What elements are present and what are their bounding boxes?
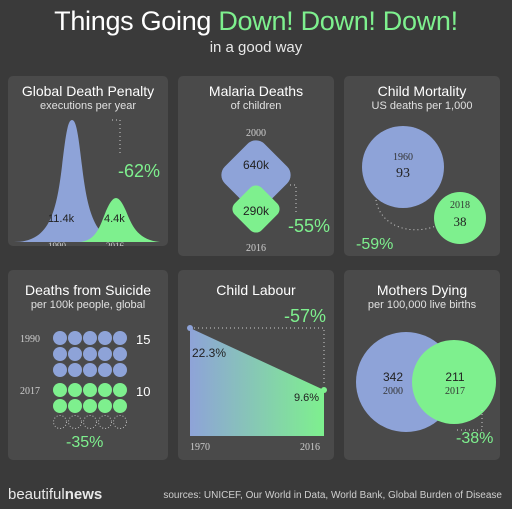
- child-mortality-value-2: 38: [453, 214, 467, 229]
- malaria-diamonds: [221, 140, 297, 233]
- child-labour-value-2: 9.6%: [294, 392, 320, 404]
- suicide-year-2: 2017: [20, 386, 40, 397]
- page-subtitle: in a good way: [209, 39, 303, 56]
- malaria-value-1: 640k: [242, 158, 270, 172]
- panel-title: Child Mortality: [377, 83, 467, 99]
- panel-child-labour: Child Labour -57% 22.3% 9.6% 1970 2016: [178, 270, 334, 460]
- malaria-value-2: 290k: [242, 204, 270, 218]
- brand-logo: beautifulnews: [8, 486, 103, 503]
- suicide-year-1: 1990: [20, 334, 40, 345]
- panel-mothers-dying: Mothers Dying per 100,000 live births 34…: [344, 270, 500, 460]
- child-mortality-circles: [362, 126, 486, 244]
- malaria-change: -55%: [288, 216, 331, 236]
- panel-subtitle: executions per year: [40, 100, 136, 112]
- panel-malaria: Malaria Deaths of children 2000 640k 290…: [178, 76, 334, 256]
- panel-title: Malaria Deaths: [208, 83, 304, 99]
- suicide-value-2: 10: [136, 384, 151, 399]
- panel-title: Child Labour: [216, 282, 296, 298]
- child-mortality-year-1: 1960: [393, 152, 413, 163]
- panel-title: Mothers Dying: [376, 282, 468, 298]
- child-labour-year-2: 2016: [300, 442, 320, 453]
- child-mortality-year-2: 2018: [450, 200, 470, 211]
- death-penalty-value-1990: 11.4k: [48, 213, 75, 225]
- suicide-dot-grid: [53, 331, 127, 429]
- malaria-year-2: 2016: [246, 243, 266, 254]
- death-penalty-curves: [14, 119, 160, 242]
- child-mortality-value-1: 93: [396, 166, 410, 181]
- panel-death-penalty: Global Death Penalty executions per year…: [8, 76, 168, 246]
- death-penalty-year-2: 2016: [106, 241, 124, 246]
- panel-subtitle: per 100,000 live births: [367, 299, 477, 311]
- death-penalty-change: -62%: [118, 161, 161, 181]
- death-penalty-value-2016: 4.4k: [104, 213, 125, 225]
- mothers-dying-value-1: 342: [382, 370, 404, 384]
- child-labour-change: -57%: [284, 306, 327, 326]
- page-title: Things Going Down! Down! Down!: [54, 6, 458, 36]
- suicide-change: -35%: [66, 434, 104, 451]
- panel-suicide: Deaths from Suicide per 100k people, glo…: [8, 270, 168, 460]
- child-labour-value-1: 22.3%: [192, 346, 227, 360]
- malaria-year-1: 2000: [246, 128, 266, 139]
- child-labour-area: [187, 325, 327, 436]
- child-labour-year-1: 1970: [190, 442, 210, 453]
- panel-title: Global Death Penalty: [21, 83, 155, 99]
- mothers-dying-circles: [356, 332, 496, 432]
- mothers-dying-value-2: 211: [445, 370, 465, 384]
- panel-title: Deaths from Suicide: [24, 282, 152, 298]
- panel-subtitle: per 100k people, global: [30, 299, 146, 311]
- sources-text: sources: UNICEF, Our World in Data, Worl…: [163, 490, 502, 501]
- mothers-dying-year-1: 2000: [383, 386, 403, 397]
- death-penalty-year-1: 1990: [48, 241, 66, 246]
- mothers-dying-change: -38%: [456, 430, 494, 447]
- child-mortality-change: -59%: [356, 236, 394, 253]
- mothers-dying-year-2: 2017: [445, 386, 465, 397]
- panel-subtitle: US deaths per 1,000: [371, 100, 473, 112]
- panel-child-mortality: Child Mortality US deaths per 1,000 1960…: [344, 76, 500, 256]
- suicide-value-1: 15: [136, 332, 151, 347]
- panel-subtitle: of children: [230, 100, 282, 112]
